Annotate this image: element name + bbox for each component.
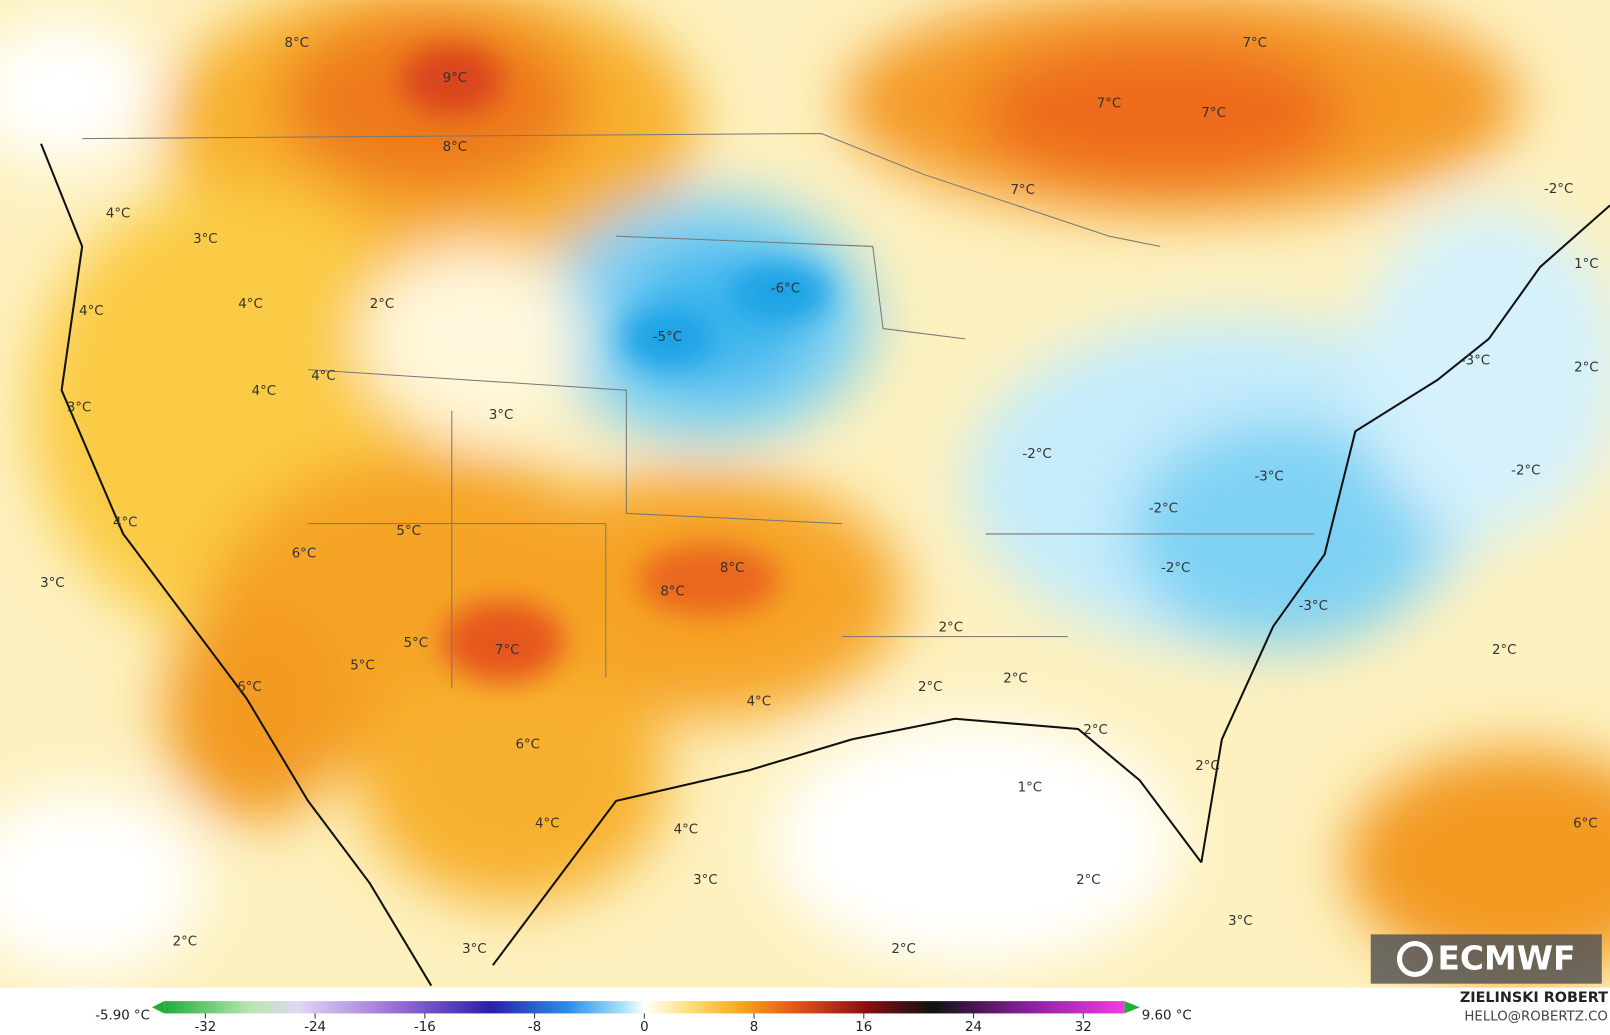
temp-label: 7°C xyxy=(1243,36,1267,51)
temp-label: 4°C xyxy=(79,304,103,319)
logo-icon xyxy=(1396,941,1433,977)
map-field xyxy=(0,0,1610,988)
temp-label: -2°C xyxy=(1161,561,1190,576)
temp-label: 2°C xyxy=(1003,672,1027,687)
credit-author: ZIELINSKI ROBERT xyxy=(1460,990,1608,1006)
credit-email: HELLO@ROBERTZ.CO xyxy=(1464,1010,1608,1025)
colorbar-ticks: -32 -24 -16 -8 0 8 16 24 32 xyxy=(194,1013,1092,1035)
temp-label: 7°C xyxy=(495,643,519,658)
temp-label: 2°C xyxy=(918,680,942,695)
temp-label: 2°C xyxy=(1076,873,1100,888)
temp-label: 2°C xyxy=(1574,361,1598,376)
temp-label: 3°C xyxy=(40,576,64,591)
temp-label: -5°C xyxy=(653,330,682,345)
temp-label: 4°C xyxy=(674,823,698,838)
temp-label: 2°C xyxy=(891,942,915,957)
temp-label: -2°C xyxy=(1544,182,1573,197)
colorbar-tick-label: -16 xyxy=(414,1020,436,1035)
temp-label: 9°C xyxy=(443,71,467,86)
colorbar-tick-label: -32 xyxy=(194,1020,216,1035)
temp-label: -3°C xyxy=(1299,599,1328,614)
temp-label: 5°C xyxy=(396,524,420,539)
temp-label: 6°C xyxy=(516,737,540,752)
temp-label: 3°C xyxy=(489,408,513,423)
temp-label: 6°C xyxy=(237,680,261,695)
colorbar-tick-label: 0 xyxy=(640,1020,648,1035)
colorbar xyxy=(164,1001,1125,1014)
temp-label: 3°C xyxy=(693,873,717,888)
temp-label: 8°C xyxy=(720,561,744,576)
temp-label: -2°C xyxy=(1511,463,1540,478)
temp-label: 4°C xyxy=(535,816,559,831)
temp-label: 1°C xyxy=(1574,257,1598,272)
temp-label: 7°C xyxy=(1097,97,1121,112)
colorbar-max: 9.60 °C xyxy=(1142,1008,1192,1023)
colorbar-tick-label: 8 xyxy=(750,1020,758,1035)
temp-label: -3°C xyxy=(1461,353,1490,368)
temp-label: 4°C xyxy=(311,369,335,384)
temp-label: 7°C xyxy=(1201,106,1225,121)
colorbar-tick-label: -24 xyxy=(304,1020,326,1035)
temp-label: 3°C xyxy=(1228,914,1252,929)
temp-label: 2°C xyxy=(1083,723,1107,738)
temp-label: 7°C xyxy=(1010,183,1034,198)
temp-label: 3°C xyxy=(67,401,91,416)
temp-label: 4°C xyxy=(113,516,137,531)
temp-label: 2°C xyxy=(1195,759,1219,774)
temp-label: -6°C xyxy=(771,282,800,297)
temp-label: 2°C xyxy=(370,297,394,312)
colorbar-tick-label: -8 xyxy=(528,1020,541,1035)
temp-label: 8°C xyxy=(285,36,309,51)
temp-label: 4°C xyxy=(747,694,771,709)
temp-label: 8°C xyxy=(660,584,684,599)
temp-label: 6°C xyxy=(292,546,316,561)
temp-label: 3°C xyxy=(193,232,217,247)
temp-label: 4°C xyxy=(238,297,262,312)
temp-label: 1°C xyxy=(1018,781,1042,796)
logo: ECMWF xyxy=(1438,940,1576,978)
temp-label: 4°C xyxy=(252,384,276,399)
temp-label: 6°C xyxy=(1573,816,1597,831)
temp-label: 2°C xyxy=(939,620,963,635)
temp-label: 2°C xyxy=(1492,643,1516,658)
temp-label: 8°C xyxy=(443,140,467,155)
temp-label: 4°C xyxy=(106,207,130,222)
temp-label: -2°C xyxy=(1022,447,1051,462)
colorbar-min: -5.90 °C xyxy=(95,1008,150,1023)
colorbar-tick-label: 16 xyxy=(855,1020,872,1035)
colorbar-tick-label: 24 xyxy=(965,1020,982,1035)
temp-label: 5°C xyxy=(404,636,428,651)
map-labels: 8°C 9°C 7°C 7°C 7°C 8°C 7°C -2°C 4°C 3°C -6°C 1°C 4°… xyxy=(40,36,1598,957)
temp-label: 5°C xyxy=(350,658,374,673)
temp-label: 2°C xyxy=(173,935,197,950)
temp-label: -2°C xyxy=(1149,501,1178,516)
temp-label: 3°C xyxy=(462,942,486,957)
colorbar-tick-label: 32 xyxy=(1075,1020,1092,1035)
temp-label: -3°C xyxy=(1254,469,1283,484)
